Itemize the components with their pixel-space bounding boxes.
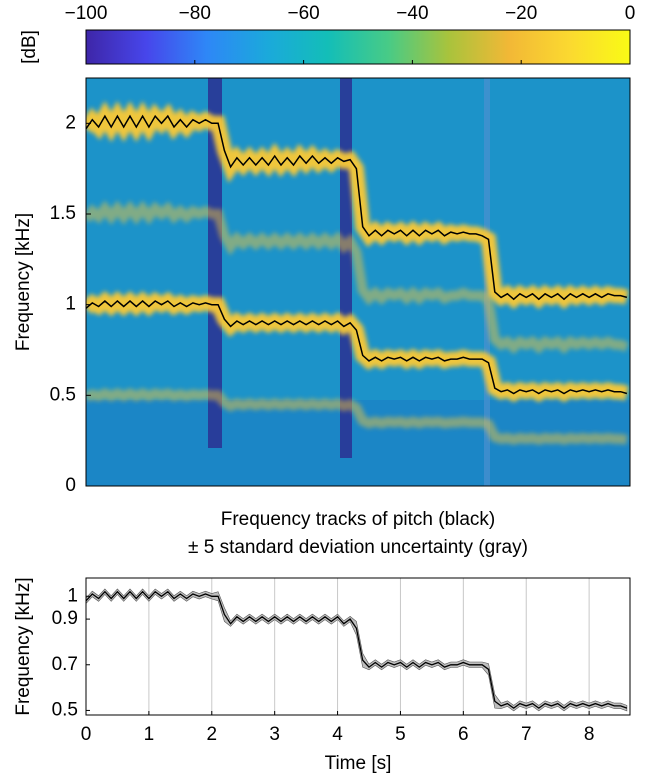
x-tick-label: 5: [395, 724, 406, 745]
colorbar-tick-label: −100: [65, 3, 108, 24]
plot-frame: [85, 77, 631, 487]
caption: Frequency tracks of pitch (black): [221, 509, 496, 530]
harmonic-band: [86, 388, 628, 446]
harmonic-band: [86, 200, 629, 354]
uncertainty-band: [86, 588, 628, 712]
colorbar-tick-label: −80: [179, 3, 211, 24]
x-axis-label: Time [s]: [325, 753, 392, 774]
y-tick-label: 0.5: [52, 699, 78, 720]
colorbar: [85, 29, 631, 65]
y-tick-label: 0.7: [52, 654, 78, 675]
y-tick-label: 1: [65, 294, 76, 315]
x-tick-label: 2: [206, 724, 217, 745]
y-tick-label: 0.5: [50, 384, 76, 405]
y-tick-label: 2: [65, 112, 76, 133]
colorbar-tick-label: −20: [505, 3, 537, 24]
x-tick-label: 7: [521, 724, 532, 745]
y-tick-label: 1.5: [50, 203, 76, 224]
x-tick-label: 0: [81, 724, 92, 745]
onset-stripe: [208, 78, 222, 448]
onset-stripe: [340, 78, 352, 458]
x-tick-label: 6: [458, 724, 469, 745]
x-tick-label: 4: [332, 724, 343, 745]
plot-frame: [85, 577, 631, 716]
y-tick-label: 1: [67, 585, 78, 606]
colorbar-tick-label: 0: [625, 3, 636, 24]
colorbar-tick-label: −60: [287, 3, 319, 24]
x-tick-label: 1: [144, 724, 155, 745]
caption: ± 5 standard deviation uncertainty (gray…: [188, 537, 528, 558]
y-axis-label: Frequency [kHz]: [13, 213, 34, 351]
colorbar-tick-label: −40: [396, 3, 428, 24]
x-tick-label: 3: [269, 724, 280, 745]
pitch-line: [86, 590, 628, 709]
y-tick-label: 0: [65, 475, 76, 496]
x-tick-label: 8: [584, 724, 595, 745]
y-axis-label: Frequency [kHz]: [13, 577, 34, 715]
line-plot-area: [86, 578, 628, 715]
pitch-track: [85, 114, 628, 301]
colorbar-label: [dB]: [19, 30, 40, 64]
pitch-track: [85, 300, 628, 395]
y-tick-label: 0.9: [52, 608, 78, 629]
